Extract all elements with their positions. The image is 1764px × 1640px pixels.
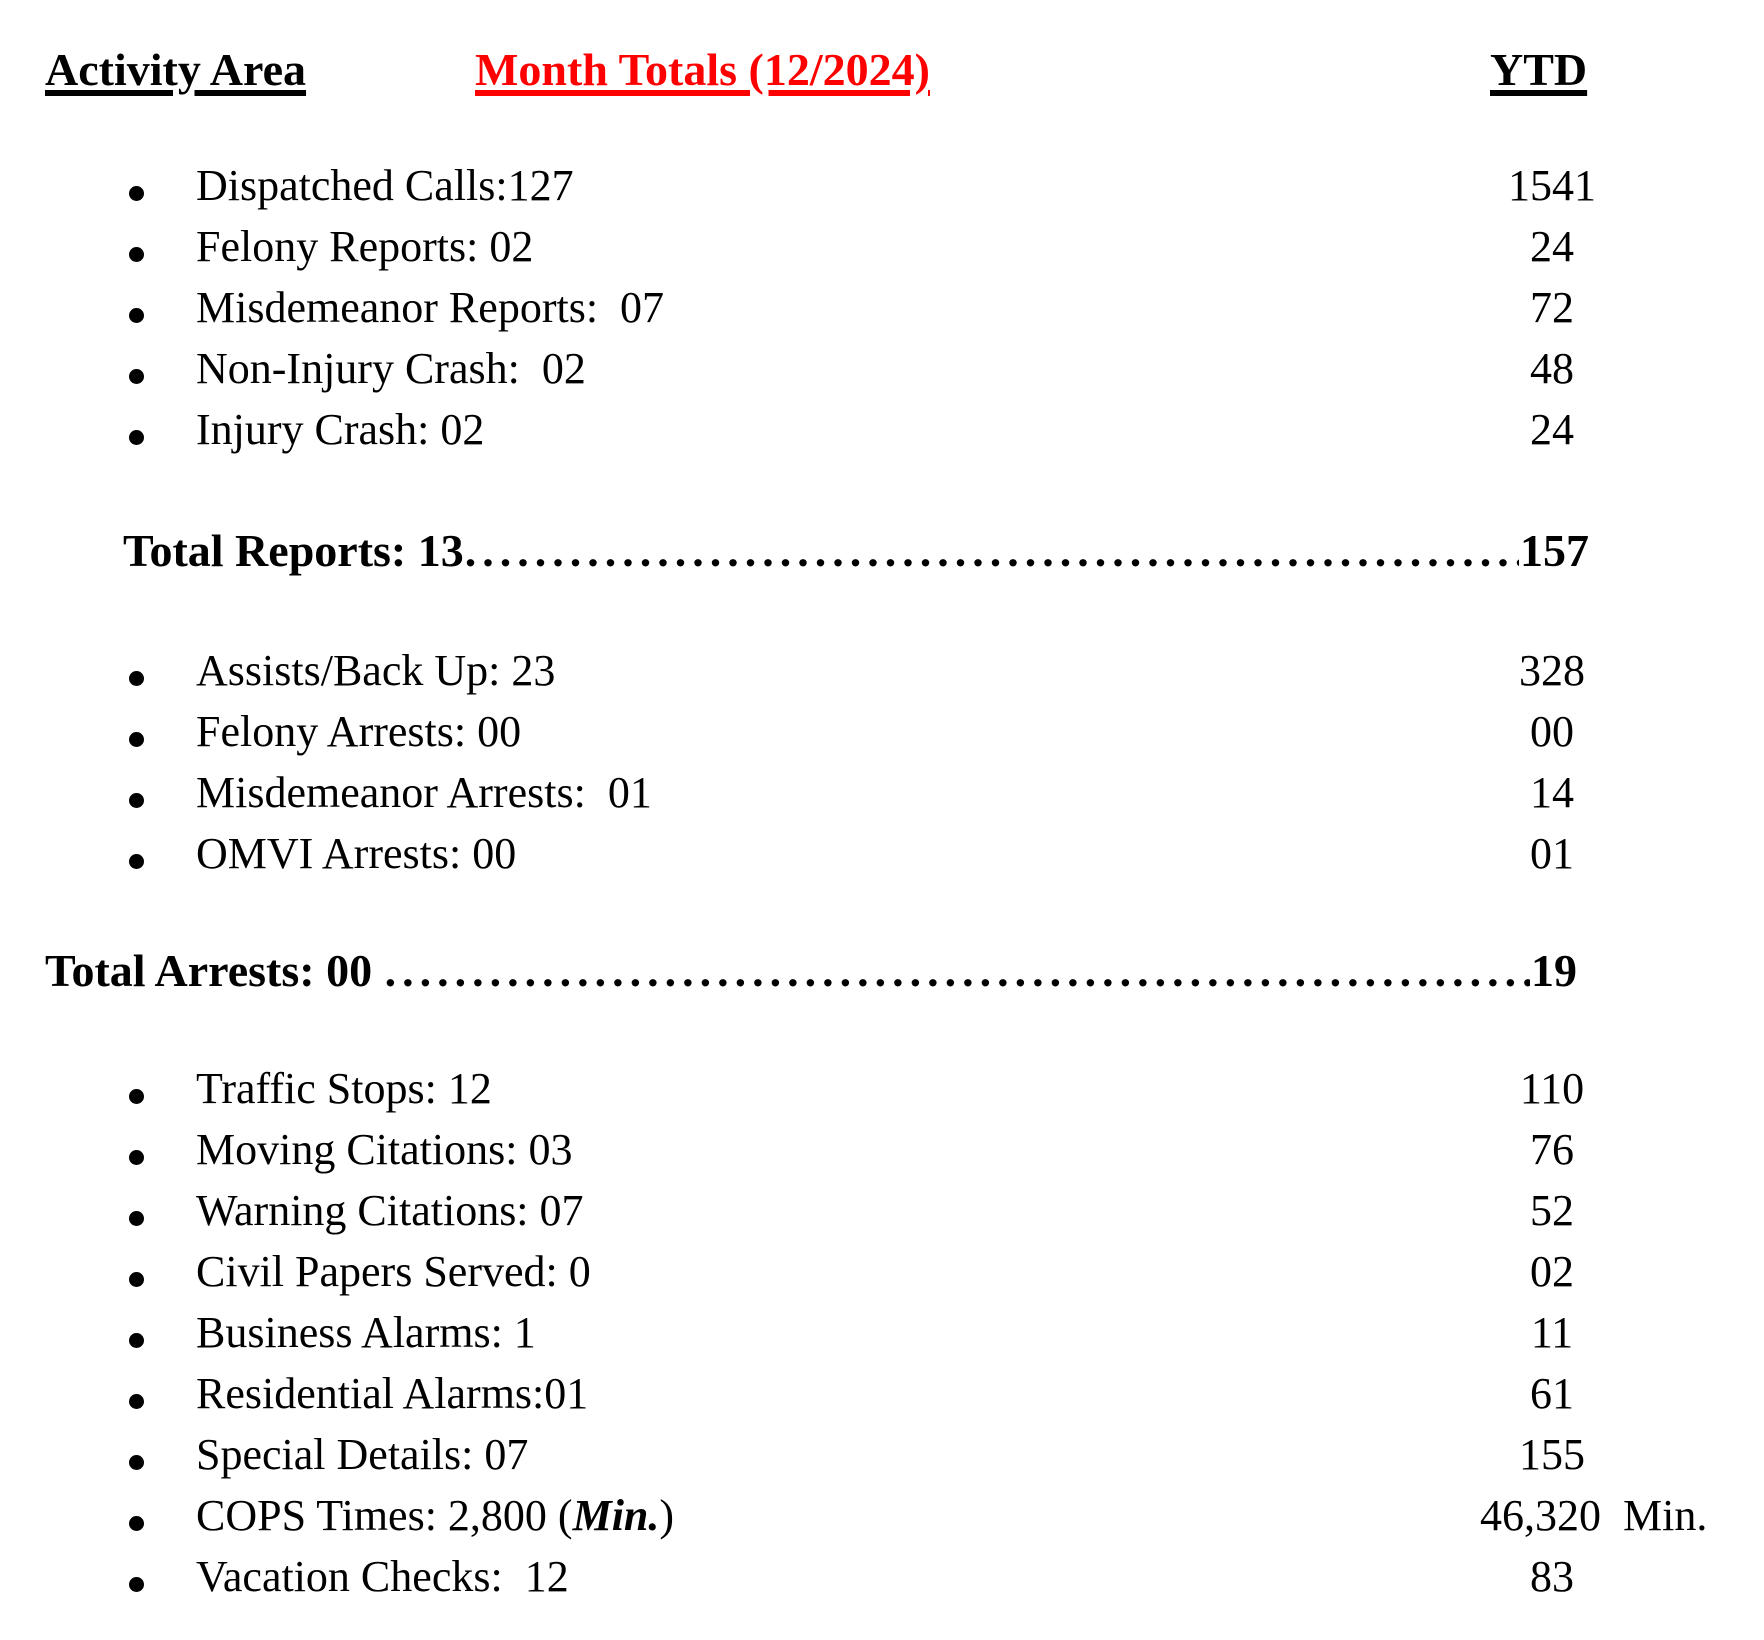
row-label: Traffic Stops: 12 xyxy=(196,1064,492,1113)
row-label: Civil Papers Served: 0 xyxy=(196,1247,591,1296)
total-arrests-label: Total Arrests: 00 xyxy=(45,945,384,996)
bullet-marker xyxy=(129,1455,144,1470)
leader-dots: ........................................… xyxy=(384,945,1530,996)
bullet-marker xyxy=(129,308,144,323)
report-row-vacation-checks: Vacation Checks: 12 83 xyxy=(0,1546,1764,1607)
report-row-assists-back-up: Assists/Back Up: 23 328 xyxy=(0,640,1764,701)
row-label: Misdemeanor Reports: 07 xyxy=(196,283,665,332)
row-ytd-value: 52 xyxy=(1530,1186,1574,1235)
row-ytd-value: 24 xyxy=(1530,222,1574,271)
row-ytd-value: 328 xyxy=(1519,646,1585,695)
row-ytd-value: 11 xyxy=(1530,1308,1574,1357)
bullet-marker xyxy=(129,1211,144,1226)
row-label: Felony Arrests: 00 xyxy=(196,707,522,756)
row-label: Vacation Checks: 12 xyxy=(196,1552,569,1601)
row-ytd-value: 72 xyxy=(1530,283,1574,332)
row-label: Felony Reports: 02 xyxy=(196,222,534,271)
row-ytd-value: 00 xyxy=(1530,707,1574,756)
bullet-marker xyxy=(129,430,144,445)
report-row-non-injury-crash: Non-Injury Crash: 02 48 xyxy=(0,338,1764,399)
bullet-marker xyxy=(129,186,144,201)
report-row-misdemeanor-reports: Misdemeanor Reports: 07 72 xyxy=(0,277,1764,338)
row-label: Residential Alarms:01 xyxy=(196,1369,589,1418)
row-label: Special Details: 07 xyxy=(196,1430,529,1479)
row-label: Misdemeanor Arrests: 01 xyxy=(196,768,652,817)
bullet-marker xyxy=(129,671,144,686)
total-arrests-line: Total Arrests: 00 ......................… xyxy=(45,940,1577,1001)
row-label: Business Alarms: 1 xyxy=(196,1308,536,1357)
row-ytd-value: 1541 xyxy=(1508,161,1596,210)
row-label: Injury Crash: 02 xyxy=(196,405,485,454)
report-row-business-alarms: Business Alarms: 1 11 xyxy=(0,1302,1764,1363)
arrests-section: Assists/Back Up: 23 328 Felony Arrests: … xyxy=(0,640,1764,884)
row-ytd-value: 48 xyxy=(1530,344,1574,393)
bullet-marker xyxy=(129,1272,144,1287)
bullet-marker xyxy=(129,732,144,747)
total-reports-ytd-value: 157 xyxy=(1520,525,1589,576)
cops-label-min-emphasis: Min. xyxy=(572,1491,660,1540)
report-row-traffic-stops: Traffic Stops: 12 110 xyxy=(0,1058,1764,1119)
report-row-special-details: Special Details: 07 155 xyxy=(0,1424,1764,1485)
report-row-civil-papers-served: Civil Papers Served: 0 02 xyxy=(0,1241,1764,1302)
total-reports-line: Total Reports: 13 ......................… xyxy=(123,520,1589,581)
bullet-marker xyxy=(129,793,144,808)
report-row-residential-alarms: Residential Alarms:01 61 xyxy=(0,1363,1764,1424)
bullet-marker xyxy=(129,1516,144,1531)
row-label: OMVI Arrests: 00 xyxy=(196,829,517,878)
row-ytd-value: 155 xyxy=(1519,1430,1585,1479)
report-row-misdemeanor-arrests: Misdemeanor Arrests: 01 14 xyxy=(0,762,1764,823)
reports-section: Dispatched Calls:127 1541 Felony Reports… xyxy=(0,155,1764,460)
report-row-felony-reports: Felony Reports: 02 24 xyxy=(0,216,1764,277)
activity-section: Traffic Stops: 12 110 Moving Citations: … xyxy=(0,1058,1764,1607)
row-label: Assists/Back Up: 23 xyxy=(196,646,556,695)
report-row-felony-arrests: Felony Arrests: 00 00 xyxy=(0,701,1764,762)
row-ytd-value: 61 xyxy=(1530,1369,1574,1418)
report-row-moving-citations: Moving Citations: 03 76 xyxy=(0,1119,1764,1180)
row-label: COPS Times: 2,800 (Min.) xyxy=(196,1485,674,1546)
report-row-injury-crash: Injury Crash: 02 24 xyxy=(0,399,1764,460)
row-ytd-value: 76 xyxy=(1530,1125,1574,1174)
bullet-marker xyxy=(129,369,144,384)
report-row-omvi-arrests: OMVI Arrests: 00 01 xyxy=(0,823,1764,884)
leader-dots: ........................................… xyxy=(464,525,1519,576)
bullet-marker xyxy=(129,247,144,262)
row-label: Non-Injury Crash: 02 xyxy=(196,344,586,393)
row-ytd-value: 14 xyxy=(1530,768,1574,817)
column-header-month-totals: Month Totals (12/2024) xyxy=(475,44,930,95)
column-header-ytd: YTD xyxy=(1490,44,1588,95)
total-reports-label: Total Reports: 13 xyxy=(123,525,464,576)
total-arrests-ytd-value: 19 xyxy=(1531,945,1577,996)
bullet-marker xyxy=(129,1394,144,1409)
row-ytd-value: 110 xyxy=(1519,1064,1585,1113)
row-ytd-value: 24 xyxy=(1530,405,1574,454)
bullet-marker xyxy=(129,1089,144,1104)
row-ytd-value: 46,320 Min. xyxy=(1480,1491,1708,1540)
cops-label-prefix: COPS Times: 2,800 ( xyxy=(196,1491,573,1540)
row-ytd-value: 83 xyxy=(1530,1552,1574,1601)
row-ytd-value: 02 xyxy=(1530,1247,1574,1296)
bullet-marker xyxy=(129,854,144,869)
cops-label-suffix: ) xyxy=(659,1491,675,1540)
report-row-cops-times: COPS Times: 2,800 (Min.) 46,320 Min. xyxy=(0,1485,1764,1546)
row-label: Warning Citations: 07 xyxy=(196,1186,584,1235)
report-row-dispatched-calls: Dispatched Calls:127 1541 xyxy=(0,155,1764,216)
bullet-marker xyxy=(129,1333,144,1348)
row-label: Moving Citations: 03 xyxy=(196,1125,573,1174)
bullet-marker xyxy=(129,1577,144,1592)
bullet-marker xyxy=(129,1150,144,1165)
row-ytd-value: 01 xyxy=(1530,829,1574,878)
report-row-warning-citations: Warning Citations: 07 52 xyxy=(0,1180,1764,1241)
column-header-activity-area: Activity Area xyxy=(45,44,307,95)
row-label: Dispatched Calls:127 xyxy=(196,161,574,210)
